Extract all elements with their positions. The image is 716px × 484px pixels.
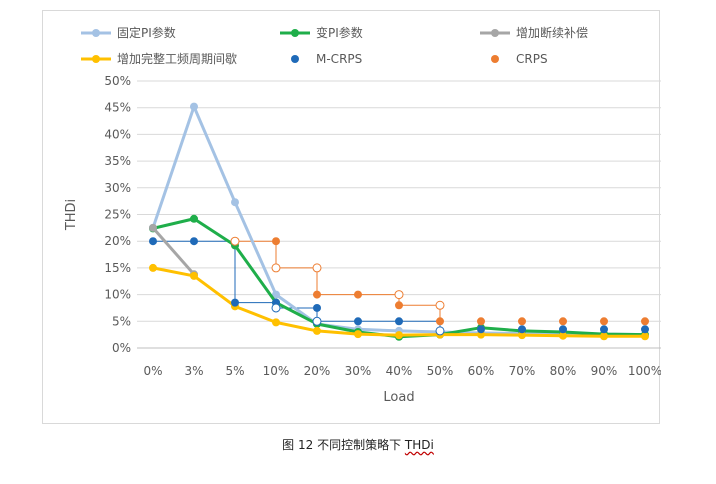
y-axis-title: THDi [64,199,79,231]
series-line [151,226,196,276]
legend-label: CRPS [516,52,548,66]
data-point [313,326,321,335]
data-point [518,317,526,326]
x-tick-label: 80% [550,364,577,378]
data-point [354,290,362,299]
legend-label: 增加断续补偿 [516,25,588,40]
data-point [272,290,280,299]
data-point [477,317,485,326]
data-point [641,332,649,341]
step-overlay-line [235,240,441,322]
data-point [354,330,362,339]
x-tick-label: 30% [345,364,372,378]
y-tick-label: 5% [112,314,131,328]
legend-label: 固定PI参数 [117,25,176,40]
legend-label: M-CRPS [316,52,362,66]
hollow-marker [394,290,404,300]
data-point [190,237,198,246]
data-point [190,214,198,223]
legend-swatch-marker [291,55,299,63]
x-axis-title: Load [383,390,414,405]
data-point [313,290,321,299]
x-tick-label: 0% [143,364,162,378]
legend-label: 变PI参数 [316,25,363,40]
x-tick-label: 10% [263,364,290,378]
data-point [190,102,198,111]
y-tick-label: 40% [104,127,131,141]
chart-frame: 0% 5% 10% 15% 20% 25% 30% 35% 40% 45% 50% 0% 3% 5% 10%… [42,10,661,424]
hollow-marker [312,316,322,326]
data-point [477,325,485,334]
legend-swatch-marker [92,29,100,37]
x-tick-label: 70% [509,364,536,378]
data-point [600,332,608,341]
x-tick-label: 100% [628,364,661,378]
y-tick-label: 25% [104,208,131,222]
data-point [559,325,567,334]
thdi-line-chart: 0% 5% 10% 15% 20% 25% 30% 35% 40% 45% 50% 0% 3% 5% 10%… [64,25,661,405]
x-tick-label: 20% [304,364,331,378]
y-tick-label: 0% [112,341,131,355]
data-point [600,317,608,326]
y-tick-label: 50% [104,74,131,88]
hollow-marker [435,300,445,310]
data-point [600,325,608,334]
y-tick-label: 30% [104,181,131,195]
data-point [559,331,567,340]
data-point [436,317,444,326]
data-point [395,331,403,340]
data-point [641,325,649,334]
hollow-marker [271,263,281,273]
step-overlay-line [153,240,441,331]
data-point [272,318,280,327]
data-point [354,317,362,326]
data-point [231,298,239,307]
x-tick-label: 60% [468,364,495,378]
data-point [395,317,403,326]
data-point [518,331,526,340]
hollow-marker [230,236,240,246]
data-point [231,198,239,207]
data-point [518,325,526,334]
legend-swatch-marker [491,29,499,37]
y-tick-label: 45% [104,101,131,115]
caption-thdi: THDi [404,438,434,452]
legend-swatch-marker [92,55,100,63]
data-point [149,263,157,272]
data-point [641,317,649,326]
hollow-marker [435,326,445,336]
data-point [272,237,280,246]
data-point [395,301,403,310]
legend-swatch-marker [491,55,499,63]
x-tick-label: 40% [386,364,413,378]
data-point [149,237,157,246]
x-tick-label: 50% [427,364,454,378]
y-tick-label: 10% [104,288,131,302]
data-point [190,271,198,280]
data-point [559,317,567,326]
data-point [313,303,321,312]
y-tick-label: 15% [104,261,131,275]
y-tick-label: 35% [104,154,131,168]
x-tick-label: 5% [225,364,244,378]
hollow-marker [312,263,322,273]
x-tick-label: 90% [591,364,618,378]
y-tick-label: 20% [104,234,131,248]
hollow-marker [271,303,281,313]
x-tick-label: 3% [184,364,203,378]
data-point [149,223,157,232]
legend-label: 增加完整工频周期间歇 [117,51,237,66]
figure-caption: 图 12 不同控制策略下 THDi [0,436,716,453]
legend-swatch-marker [291,29,299,37]
caption-prefix: 图 12 不同控制策略下 [282,438,405,452]
